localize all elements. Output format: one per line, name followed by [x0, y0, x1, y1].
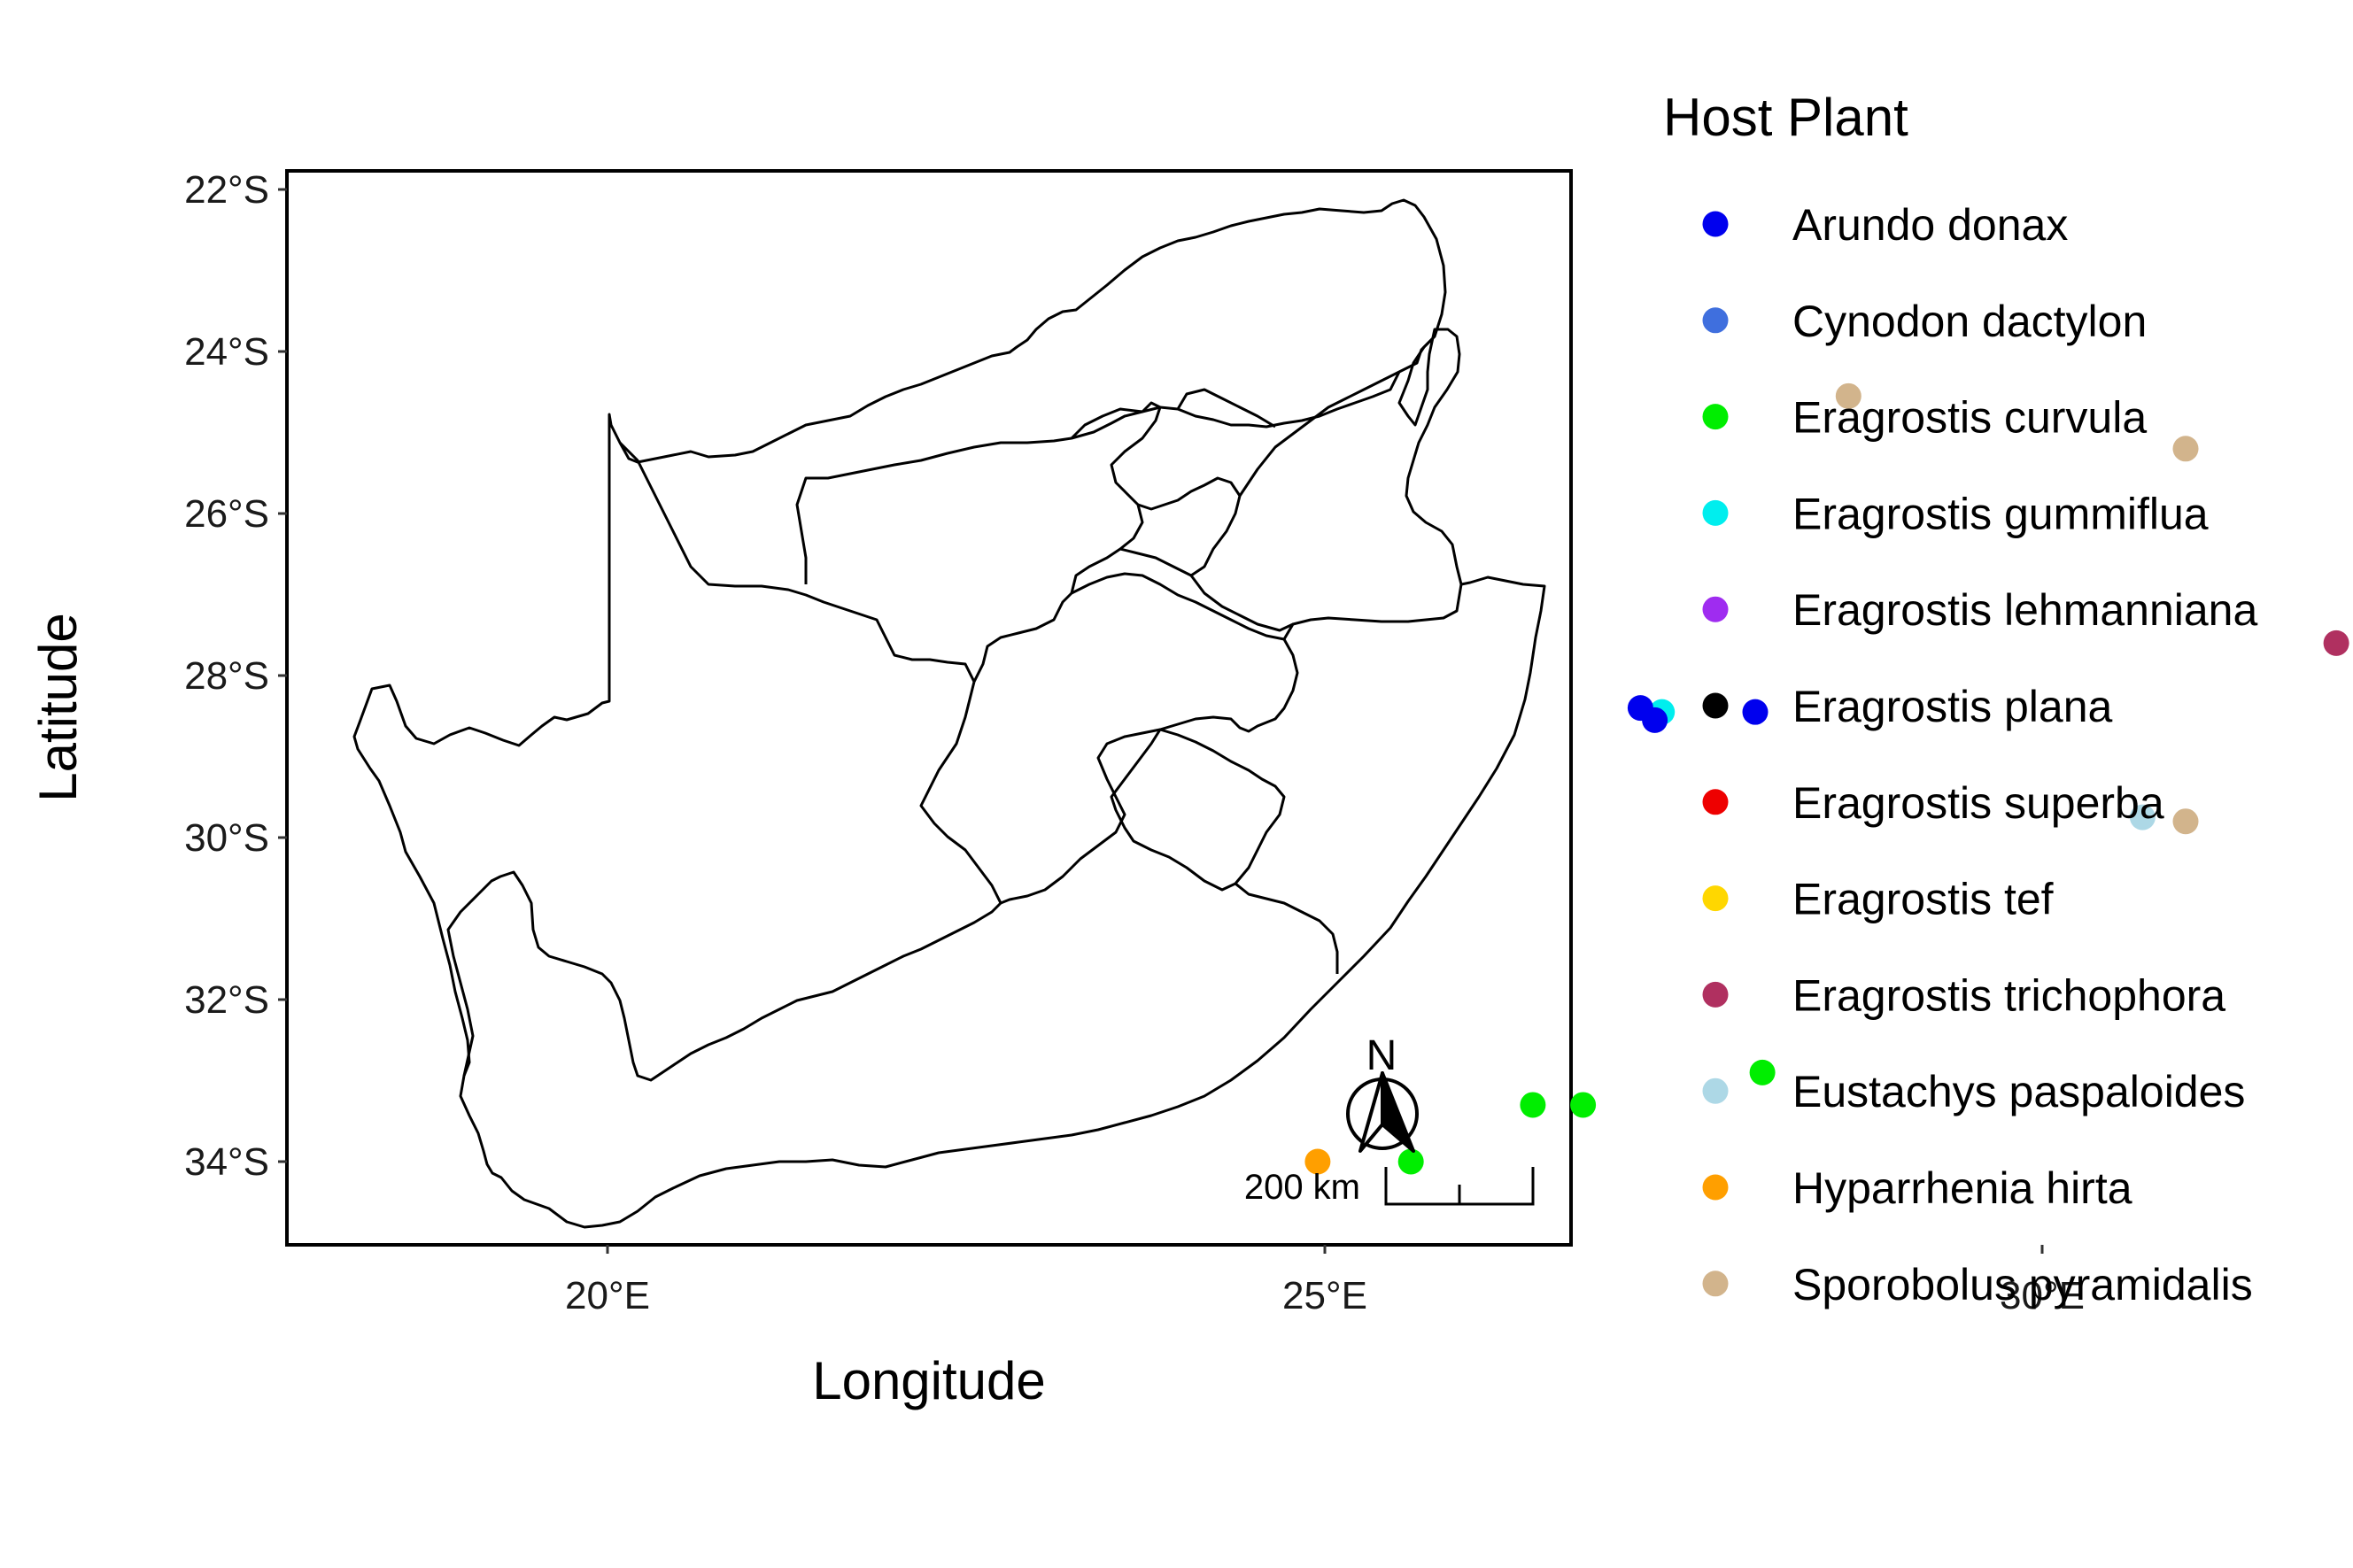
legend: Host Plant Arundo donax Cynodon dactylon E… — [1663, 88, 2257, 1309]
y-tick-label: 22°S — [184, 168, 269, 212]
y-tick-label: 34°S — [184, 1140, 269, 1184]
scale-bar-line — [1384, 1167, 1535, 1206]
occurrence-point — [1749, 1059, 1776, 1085]
occurrence-point — [2172, 436, 2199, 462]
legend-label: Eragrostis gummiflua — [1792, 489, 2209, 538]
legend-key — [1702, 692, 1729, 719]
legend-label: Arundo donax — [1792, 200, 2068, 250]
y-axis: 22°S 24°S 26°S 28°S 30°S 32°S 34°S — [184, 168, 287, 1184]
legend-label: Eragrostis trichophora — [1792, 970, 2225, 1020]
legend-title: Host Plant — [1663, 88, 1908, 147]
legend-key — [1702, 885, 1729, 912]
province-boundaries — [446, 335, 1463, 1082]
legend-label: Eragrostis plana — [1792, 682, 2112, 731]
occurrence-point — [1397, 1148, 1424, 1175]
y-tick-label: 30°S — [184, 816, 269, 860]
legend-label: Eragrostis tef — [1792, 875, 2054, 924]
occurrence-points — [1304, 382, 2349, 1175]
north-arrow: N — [1346, 1032, 1419, 1153]
y-tick-label: 24°S — [184, 330, 269, 374]
y-tick-label: 26°S — [184, 492, 269, 536]
occurrence-point — [1570, 1092, 1597, 1118]
occurrence-point — [2172, 808, 2199, 835]
y-tick-label: 32°S — [184, 978, 269, 1022]
legend-label: Cynodon dactylon — [1792, 297, 2147, 346]
y-axis-title: Latitude — [28, 613, 88, 802]
legend-label: Eragrostis superba — [1792, 778, 2164, 828]
legend-key — [1702, 404, 1729, 430]
x-axis: 20°E 25°E 30°E — [565, 1245, 2085, 1317]
north-arrow-right-half — [1381, 1071, 1415, 1153]
x-tick-label: 30°E — [2000, 1274, 2085, 1317]
occurrence-point — [1835, 382, 1862, 409]
legend-label: Hyparrhenia hirta — [1792, 1163, 2132, 1213]
scale-bar-label: 200 km — [1244, 1168, 1360, 1207]
occurrence-point — [1642, 707, 1668, 733]
legend-key — [1702, 307, 1729, 334]
legend-key — [1702, 596, 1729, 622]
x-axis-title: Longitude — [812, 1351, 1046, 1410]
country-outline — [352, 198, 1546, 1229]
scale-bar: 200 km — [1244, 1167, 1535, 1207]
occurrence-point — [2323, 630, 2349, 656]
legend-key — [1702, 1271, 1729, 1297]
plot-panel — [285, 169, 1573, 1247]
occurrence-point — [1520, 1092, 1546, 1118]
north-arrow-label: N — [1366, 1032, 1397, 1079]
x-tick-label: 20°E — [565, 1274, 650, 1317]
y-tick-label: 28°S — [184, 654, 269, 698]
legend-key — [1702, 1078, 1729, 1104]
occurrence-point — [1742, 699, 1769, 725]
legend-label: Sporobolus pyramidalis — [1792, 1260, 2253, 1309]
legend-label: Eragrostis lehmanniana — [1792, 585, 2257, 635]
occurrence-point — [1304, 1148, 1331, 1175]
legend-key — [1702, 981, 1729, 1008]
legend-key — [1702, 211, 1729, 237]
legend-label: Eragrostis curvula — [1792, 393, 2147, 443]
legend-key — [1702, 789, 1729, 815]
x-tick-label: 25°E — [1282, 1274, 1367, 1317]
legend-label: Eustachys paspaloides — [1792, 1067, 2245, 1116]
legend-key — [1702, 499, 1729, 526]
occurrence-point — [2129, 804, 2156, 830]
legend-key — [1702, 1174, 1729, 1201]
